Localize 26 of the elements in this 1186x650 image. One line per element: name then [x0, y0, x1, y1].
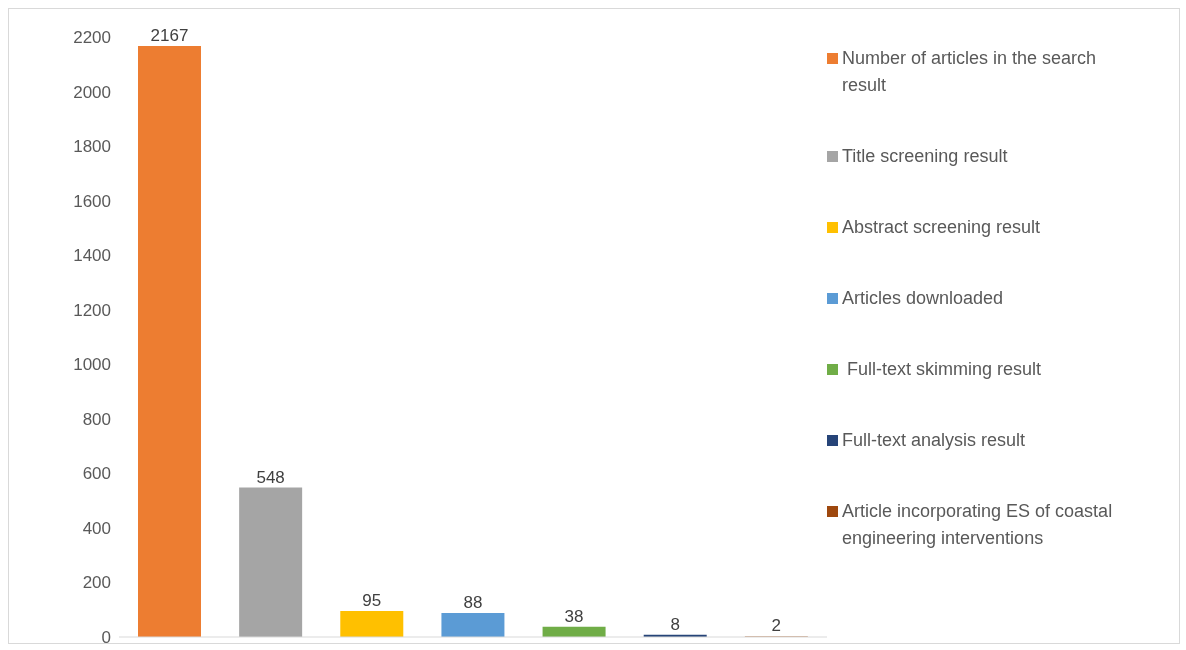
data-label: 2 [771, 616, 782, 636]
legend-label: Abstract screening result [842, 217, 1041, 237]
data-label: 8 [670, 614, 680, 634]
y-tick-label: 2200 [73, 28, 111, 48]
y-tick-label: 1200 [73, 300, 111, 320]
data-label: 2167 [150, 26, 189, 45]
y-tick-label: 1400 [73, 246, 111, 266]
legend-label: Article incorporating ES of coastal engineering interventions [842, 501, 1114, 548]
legend-label: Full-text skimming result [846, 359, 1042, 379]
legend-label: Title screening result [842, 146, 1008, 166]
y-tick-label: 2000 [73, 82, 111, 102]
legend-label: Full-text analysis result [842, 430, 1026, 450]
y-tick-label: 200 [82, 573, 111, 593]
y-tick-label: 400 [82, 518, 111, 538]
data-label: 38 [564, 606, 584, 626]
y-tick-label: 1000 [73, 355, 111, 375]
y-tick-label: 1600 [73, 191, 111, 211]
legend-label: Number of articles in the search result [842, 48, 1098, 95]
data-label: 548 [256, 467, 285, 487]
y-tick-label: 800 [82, 409, 111, 429]
y-tick-label: 1800 [73, 137, 111, 157]
y-tick-label: 600 [82, 464, 111, 484]
data-label: 88 [463, 593, 483, 612]
data-label: 95 [362, 591, 382, 611]
legend-label: Articles downloaded [842, 288, 1004, 308]
y-tick-label: 0 [101, 628, 111, 648]
